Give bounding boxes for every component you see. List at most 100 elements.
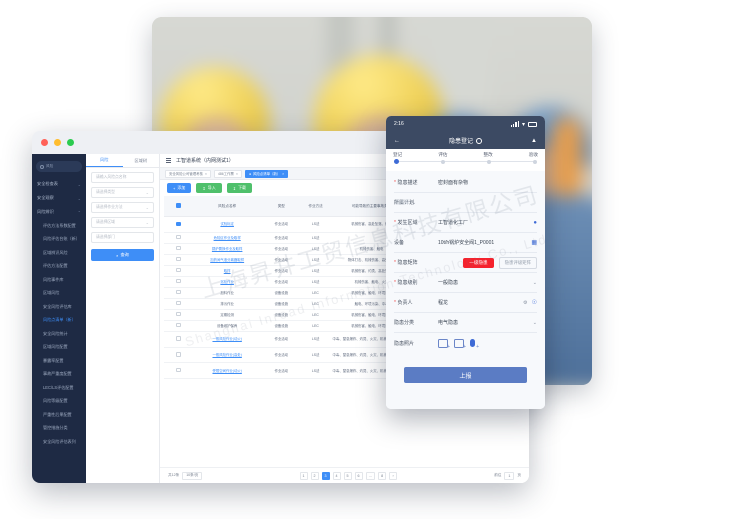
filter-field-dept[interactable]: 请选择部门 <box>91 232 154 243</box>
window-close-button[interactable] <box>41 139 48 146</box>
row-checkbox-cell[interactable] <box>164 287 193 299</box>
row-checkbox-cell[interactable] <box>164 347 193 364</box>
hazard-level-tag[interactable]: 一级隐患 <box>463 257 494 268</box>
tab-2[interactable]: ● 风险点清单（新） × <box>244 169 289 178</box>
page-6[interactable]: 6 <box>354 471 363 480</box>
cell-name[interactable]: 加料作业 <box>192 287 262 299</box>
row-checkbox[interactable] <box>176 289 181 295</box>
menu-toggle-icon[interactable] <box>166 157 171 164</box>
select-all-checkbox[interactable] <box>176 203 181 208</box>
question-circle-icon[interactable] <box>476 137 483 144</box>
field-owner[interactable]: * 负责人 程龙 ⚙ ☉ <box>394 293 537 313</box>
page-ellipsis[interactable]: … <box>365 471 376 480</box>
sidebar-group-2[interactable]: 风险辨识 ⌃ <box>32 205 86 219</box>
page-2[interactable]: 2 <box>310 471 319 480</box>
row-checkbox[interactable] <box>176 221 181 226</box>
step-label-3[interactable]: 验收 <box>528 152 538 157</box>
gear-icon[interactable]: ⚙ <box>523 299 528 306</box>
back-arrow-icon[interactable]: ← <box>394 137 400 144</box>
cell-name[interactable]: 加药间气液分离器取样 <box>192 254 262 266</box>
cell-name[interactable]: 受限空间作业(动火) <box>192 362 262 379</box>
user-picker-icon[interactable]: ☉ <box>531 300 537 306</box>
step-label-1[interactable]: 评估 <box>438 152 448 157</box>
step-dot-0[interactable] <box>394 159 399 165</box>
sidebar-item-2[interactable]: 区域辨识风险 <box>32 246 86 260</box>
row-checkbox[interactable] <box>176 300 181 306</box>
sidebar-item-6[interactable]: 安全风险评估库 <box>32 300 86 314</box>
goto-input[interactable]: 1 <box>504 471 515 480</box>
cell-name[interactable]: 定期检测 <box>192 309 262 321</box>
download-button[interactable]: ↧ 下载 <box>226 183 253 193</box>
filter-tab-area-tree[interactable]: 区域树 <box>123 154 160 167</box>
field-hazard-category[interactable]: 隐患分类 电气隐患 ⌄ <box>394 313 537 333</box>
col-select[interactable] <box>164 196 193 217</box>
row-checkbox-cell[interactable] <box>164 331 193 348</box>
field-area[interactable]: * 发生区域 工智道化工厂 ● <box>394 213 537 233</box>
row-checkbox-cell[interactable] <box>164 254 193 266</box>
sidebar-group-1[interactable]: 安全观察 ⌄ <box>32 191 86 205</box>
field-value[interactable]: 程龙 ⚙ ☉ <box>438 299 537 307</box>
tab-0[interactable]: 安全风险公司管理考核 × <box>165 169 212 178</box>
field-hazard-matrix[interactable]: * 隐患矩阵 一级隐患 隐患评级矩阵 <box>394 253 537 273</box>
field-hazard-description[interactable]: * 隐患描述 密封面有杂物 <box>394 173 537 193</box>
sidebar-item-15[interactable]: 管控措施分类 <box>32 422 86 436</box>
cell-name[interactable]: 试验标定 <box>192 216 262 233</box>
row-checkbox-cell[interactable] <box>164 232 193 244</box>
sidebar-item-5[interactable]: 区域风险 <box>32 287 86 301</box>
row-checkbox-cell[interactable] <box>164 216 193 233</box>
sidebar-item-12[interactable]: LEC/LS评估配置 <box>32 381 86 395</box>
page-size-select[interactable]: 10条/页 <box>182 471 203 480</box>
page-next[interactable]: › <box>389 471 398 480</box>
row-checkbox[interactable] <box>176 256 181 262</box>
field-value[interactable]: 一级隐患 隐患评级矩阵 <box>438 256 537 269</box>
cell-name[interactable]: 取样 <box>192 265 262 277</box>
import-button[interactable]: ↥ 导入 <box>196 183 222 193</box>
page-1[interactable]: 1 <box>299 471 308 480</box>
row-checkbox-cell[interactable] <box>164 243 193 255</box>
row-checkbox-cell[interactable] <box>164 265 193 277</box>
sidebar-item-1[interactable]: 风险评估台账（新） <box>32 233 86 247</box>
sidebar-item-3[interactable]: 评估方法配置 <box>32 260 86 274</box>
location-pin-icon[interactable]: ● <box>533 219 537 226</box>
sidebar-search-input[interactable]: 风险 <box>36 161 82 172</box>
filter-tab-risk[interactable]: 风险 <box>86 154 123 167</box>
sidebar-item-9[interactable]: 区域风险配置 <box>32 341 86 355</box>
field-value[interactable]: 密封面有杂物 <box>438 179 537 186</box>
cell-name[interactable]: 危险区作业及取样 <box>192 232 262 244</box>
tab-1[interactable]: 486工作票 × <box>214 169 242 178</box>
home-icon[interactable]: ▲ <box>531 137 537 144</box>
page-8[interactable]: 8 <box>378 471 387 480</box>
sidebar-item-8[interactable]: 安全风险统计 <box>32 327 86 341</box>
sidebar-item-11[interactable]: 事故严重度配置 <box>32 368 86 382</box>
field-equipment[interactable]: 设备 10t/h锅炉安全阀1_P0001 ▦ <box>394 233 537 253</box>
filter-field-area[interactable]: 请选择区域 ⌄ <box>91 217 154 228</box>
row-checkbox[interactable] <box>176 311 181 317</box>
filter-search-button[interactable]: ⌕ 查询 <box>91 249 154 261</box>
window-minimize-button[interactable] <box>54 139 61 146</box>
row-checkbox-cell[interactable] <box>164 320 193 332</box>
page-3-current[interactable]: 3 <box>321 471 330 480</box>
row-checkbox-cell[interactable] <box>164 276 193 288</box>
cell-name[interactable]: 锅炉置换作业及取样 <box>192 243 262 255</box>
sidebar-item-4[interactable]: 风险事件库 <box>32 273 86 287</box>
step-label-2[interactable]: 整改 <box>483 152 493 157</box>
sidebar-group-0[interactable]: 安全检查表 ⌄ <box>32 177 86 191</box>
sidebar-item-16[interactable]: 安全风险评估表列 <box>32 435 86 449</box>
window-maximize-button[interactable] <box>67 139 74 146</box>
filter-field-name[interactable]: 请输入风险点名称 <box>91 172 154 183</box>
row-checkbox-cell[interactable] <box>164 309 193 321</box>
row-checkbox[interactable] <box>176 245 181 251</box>
row-checkbox[interactable] <box>176 336 181 341</box>
row-checkbox-cell[interactable] <box>164 362 193 379</box>
close-icon[interactable]: × <box>235 171 238 176</box>
add-button[interactable]: + 添加 <box>167 183 192 193</box>
field-value[interactable]: 请选择 ⌄ <box>394 199 416 207</box>
filter-field-type[interactable]: 请选择类型 ⌄ <box>91 187 154 198</box>
step-dot-3[interactable] <box>533 159 537 164</box>
cell-name[interactable]: 设备维护保养 <box>192 320 262 332</box>
close-icon[interactable]: × <box>204 171 208 176</box>
step-dot-1[interactable] <box>441 159 445 164</box>
voice-upload-icon[interactable] <box>470 339 479 350</box>
row-checkbox[interactable] <box>176 234 181 240</box>
scan-code-icon[interactable]: ▦ <box>531 240 537 246</box>
